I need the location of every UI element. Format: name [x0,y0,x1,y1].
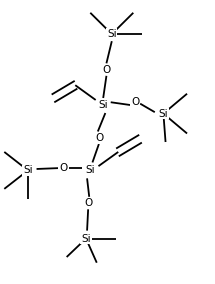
Text: O: O [102,64,111,75]
Text: Si: Si [81,233,91,244]
Text: Si: Si [86,165,95,176]
Text: Si: Si [98,100,108,110]
Text: Si: Si [159,108,168,119]
Text: O: O [84,198,92,208]
Text: O: O [96,133,104,143]
Text: Si: Si [23,165,33,176]
Text: O: O [131,97,140,107]
Text: Si: Si [107,29,117,39]
Text: O: O [59,163,68,173]
